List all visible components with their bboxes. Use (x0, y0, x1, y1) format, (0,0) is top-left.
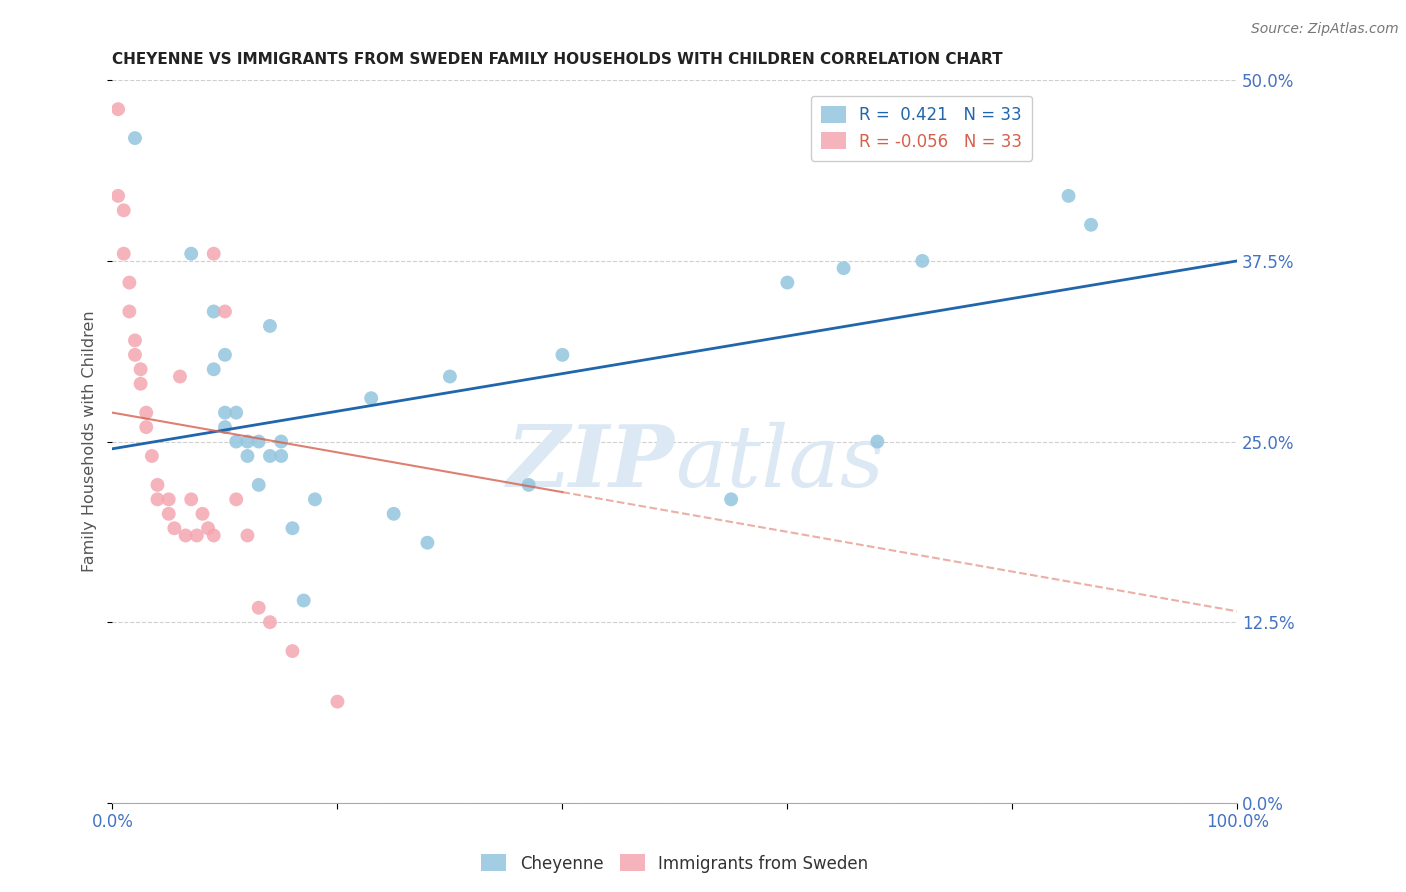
Point (270, 449, 292, 463)
Point (157, 507, 180, 521)
Point (202, 304, 225, 318)
Point (146, 492, 169, 507)
Point (202, 528, 225, 542)
Point (270, 434, 292, 449)
Point (281, 521, 304, 535)
Point (191, 507, 214, 521)
Legend: Cheyenne, Immigrants from Sweden: Cheyenne, Immigrants from Sweden (475, 847, 875, 880)
Point (304, 492, 326, 507)
Point (129, 376, 152, 391)
Text: CHEYENNE VS IMMIGRANTS FROM SWEDEN FAMILY HOUSEHOLDS WITH CHILDREN CORRELATION C: CHEYENNE VS IMMIGRANTS FROM SWEDEN FAMIL… (112, 52, 1002, 67)
Point (180, 492, 202, 507)
Point (141, 449, 163, 463)
Point (439, 369, 461, 384)
Point (326, 695, 349, 709)
Point (157, 492, 180, 507)
Point (202, 246, 225, 260)
Point (832, 261, 855, 276)
Point (247, 434, 270, 449)
Text: atlas: atlas (675, 422, 884, 505)
Point (236, 434, 259, 449)
Text: Source: ZipAtlas.com: Source: ZipAtlas.com (1251, 22, 1399, 37)
Point (202, 362, 225, 376)
Point (112, 246, 135, 260)
Point (214, 420, 236, 434)
Point (124, 131, 146, 145)
Point (118, 304, 141, 318)
Point (225, 406, 247, 420)
Point (214, 406, 236, 420)
Text: ZIP: ZIP (508, 421, 675, 505)
Point (720, 492, 742, 507)
Point (517, 478, 540, 492)
Point (146, 478, 169, 492)
Point (247, 600, 270, 615)
Point (236, 528, 259, 542)
Point (259, 615, 281, 630)
Y-axis label: Family Households with Children: Family Households with Children (82, 310, 97, 573)
Point (225, 492, 247, 507)
Point (124, 334, 146, 348)
Point (911, 253, 934, 268)
Point (214, 304, 236, 318)
Point (169, 369, 191, 384)
Legend: R =  0.421   N = 33, R = -0.056   N = 33: R = 0.421 N = 33, R = -0.056 N = 33 (811, 95, 1032, 161)
Point (1080, 218, 1102, 232)
Point (259, 449, 281, 463)
Point (112, 203, 135, 218)
Point (129, 362, 152, 376)
Point (135, 406, 157, 420)
Point (118, 276, 141, 290)
Point (225, 434, 247, 449)
Point (259, 318, 281, 333)
Point (281, 644, 304, 658)
Point (292, 593, 315, 607)
Point (236, 449, 259, 463)
Point (247, 478, 270, 492)
Point (360, 391, 382, 405)
Point (1057, 189, 1080, 203)
Point (776, 276, 799, 290)
Point (551, 348, 574, 362)
Point (197, 521, 219, 535)
Point (135, 420, 157, 434)
Point (107, 102, 129, 116)
Point (180, 246, 202, 260)
Point (107, 189, 129, 203)
Point (866, 434, 889, 449)
Point (174, 528, 197, 542)
Point (382, 507, 405, 521)
Point (163, 521, 186, 535)
Point (186, 528, 208, 542)
Point (124, 348, 146, 362)
Point (416, 535, 439, 549)
Point (214, 348, 236, 362)
